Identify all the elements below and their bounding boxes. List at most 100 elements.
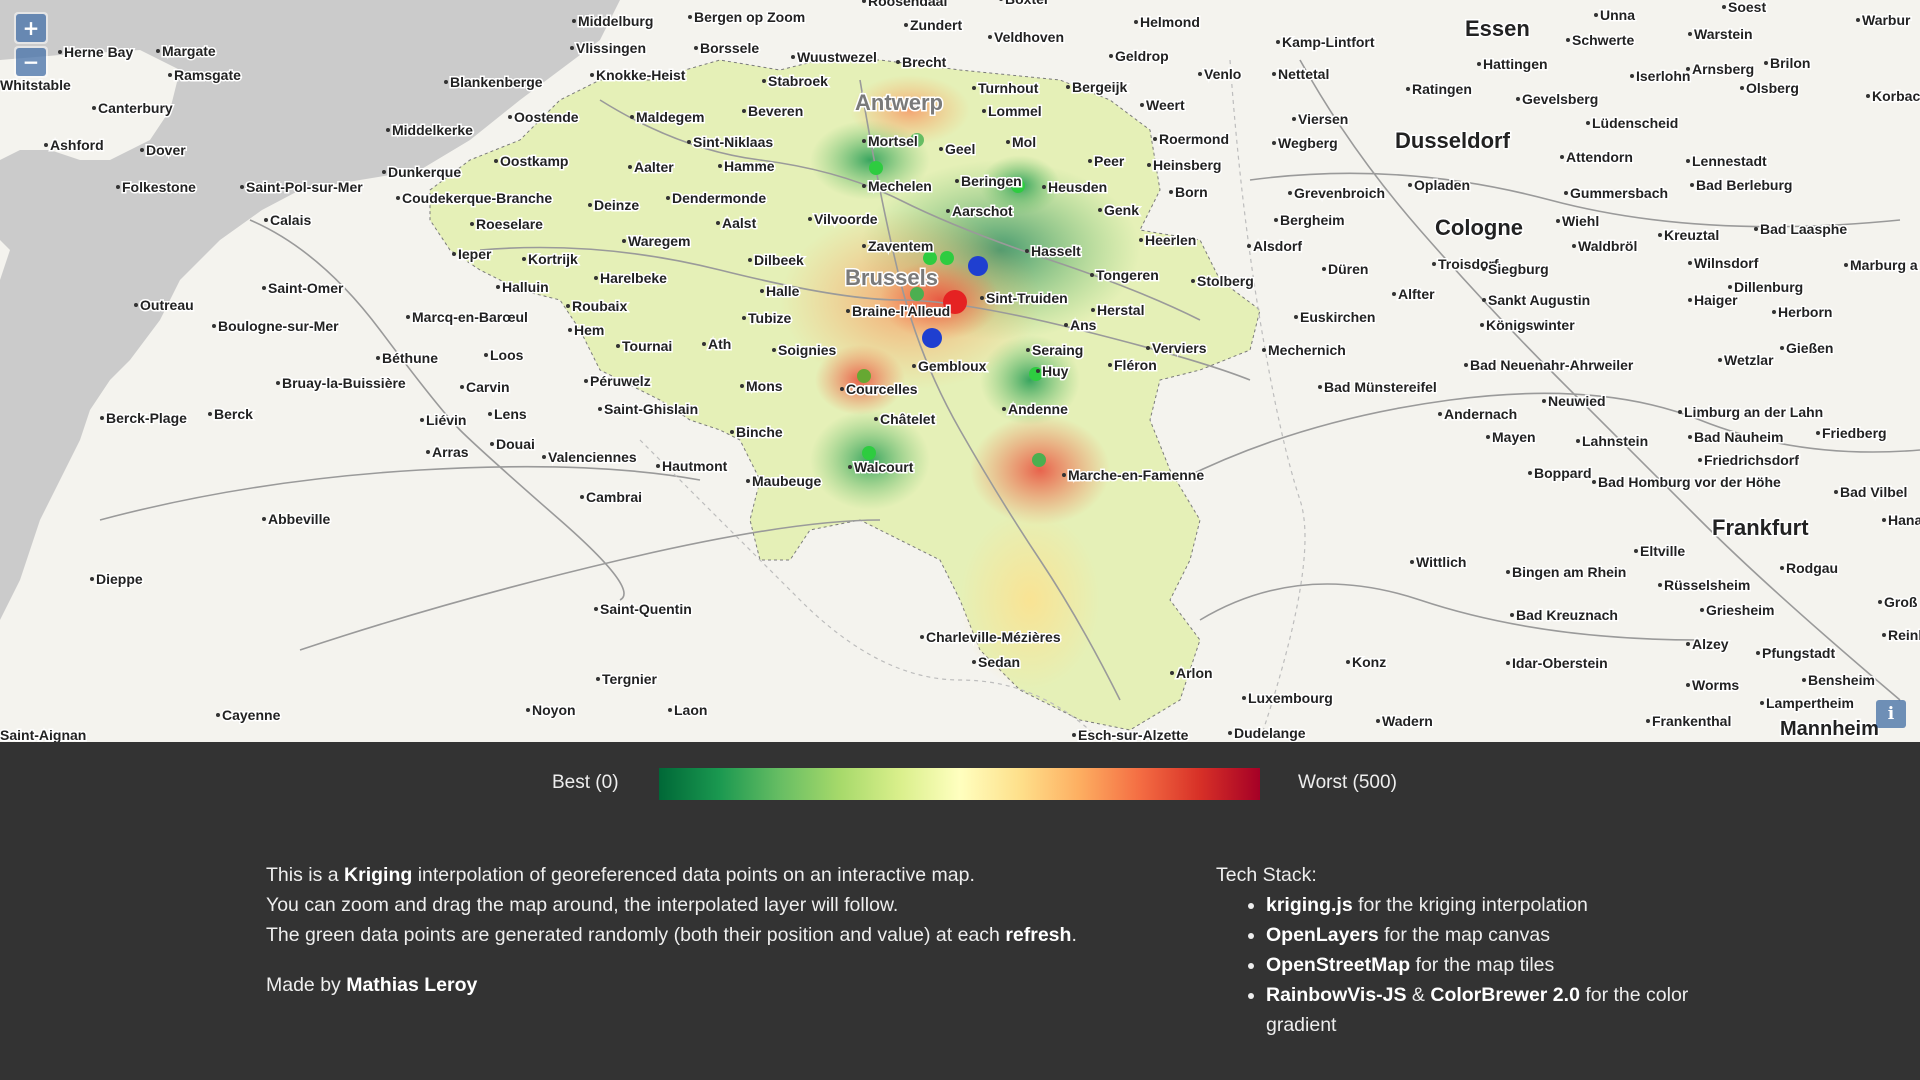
- city-dot: [1026, 348, 1030, 352]
- krigingjs-link[interactable]: kriging.js: [1266, 894, 1353, 916]
- openlayers-link[interactable]: OpenLayers: [1266, 924, 1379, 946]
- city-dot: [1090, 273, 1094, 277]
- city-dot: [694, 46, 698, 50]
- city-label: Roubaix: [572, 298, 627, 314]
- zoom-in-button[interactable]: +: [16, 14, 46, 42]
- city-label: Tergnier: [602, 671, 658, 687]
- city-dot: [1072, 733, 1076, 737]
- city-label: Borssele: [700, 40, 759, 56]
- city-dot: [444, 80, 448, 84]
- city-label: Andernach: [1444, 406, 1517, 422]
- city-dot: [382, 170, 386, 174]
- city-label: Saint-Ghislain: [604, 401, 698, 417]
- city-dot: [1816, 431, 1820, 435]
- city-dot: [572, 19, 576, 23]
- city-dot: [1140, 103, 1144, 107]
- city-label: Cayenne: [222, 707, 281, 723]
- city-dot: [716, 221, 720, 225]
- city-label: Sint-Niklaas: [693, 134, 773, 150]
- city-label: Whitstable: [0, 77, 71, 93]
- rainbowvis-link[interactable]: RainbowVis-JS: [1266, 984, 1407, 1006]
- city-dot: [1658, 233, 1662, 237]
- city-label: Pfungstadt: [1762, 645, 1835, 661]
- city-label: Sint-Truiden: [986, 290, 1068, 306]
- city-dot: [616, 344, 620, 348]
- kriging-link[interactable]: Kriging: [344, 864, 413, 886]
- zoom-out-control[interactable]: −: [14, 46, 48, 78]
- city-label: Alsdorf: [1253, 238, 1302, 254]
- city-label: Walcourt: [854, 459, 914, 475]
- city-label: Canterbury: [98, 100, 173, 116]
- city-dot: [846, 309, 850, 313]
- city-label: Dudelange: [1234, 725, 1306, 741]
- city-dot: [656, 464, 660, 468]
- city-dot: [772, 348, 776, 352]
- city-label: Groß: [1884, 594, 1918, 610]
- city-dot: [1572, 244, 1576, 248]
- city-label: Wegberg: [1278, 135, 1338, 151]
- city-label: Konz: [1352, 654, 1386, 670]
- attribution-info-button[interactable]: i: [1876, 700, 1906, 728]
- city-dot: [1688, 435, 1692, 439]
- city-label: Mons: [746, 378, 783, 394]
- city-label: Bad Berleburg: [1696, 177, 1792, 193]
- city-label: Saint-Aignan: [0, 727, 86, 742]
- city-dot: [988, 35, 992, 39]
- city-label: Heerlen: [1145, 232, 1196, 248]
- city-dot: [1510, 613, 1514, 617]
- city-label: Lens: [494, 406, 527, 422]
- city-dot: [1002, 407, 1006, 411]
- author-link[interactable]: Mathias Leroy: [346, 974, 478, 996]
- city-dot: [1294, 315, 1298, 319]
- city-dot: [630, 115, 634, 119]
- city-dot: [1198, 72, 1202, 76]
- city-dot: [791, 55, 795, 59]
- city-label: Soest: [1728, 0, 1766, 15]
- city-dot: [396, 196, 400, 200]
- city-label: Ashford: [50, 137, 104, 153]
- zoom-out-button[interactable]: −: [16, 48, 46, 76]
- city-label: Lommel: [988, 103, 1042, 119]
- city-label: Königswinter: [1486, 317, 1575, 333]
- city-label: Geel: [945, 141, 975, 157]
- colorbrewer-link[interactable]: ColorBrewer 2.0: [1430, 984, 1580, 1006]
- city-label: Bad Kreuznach: [1516, 607, 1618, 623]
- refresh-link[interactable]: refresh: [1005, 924, 1072, 946]
- city-dot: [1477, 62, 1481, 66]
- city-dot: [862, 184, 866, 188]
- city-dot: [1139, 238, 1143, 242]
- city-dot: [568, 328, 572, 332]
- city-label: Brussels: [845, 265, 938, 290]
- city-dot: [488, 412, 492, 416]
- city-label: Tubize: [748, 310, 792, 326]
- city-dot: [580, 495, 584, 499]
- city-dot: [1292, 117, 1296, 121]
- city-label: Middelburg: [578, 13, 653, 29]
- city-dot: [570, 46, 574, 50]
- city-dot: [1678, 410, 1682, 414]
- city-dot: [920, 635, 924, 639]
- openstreetmap-link[interactable]: OpenStreetMap: [1266, 954, 1411, 976]
- made-by-prefix: Made by: [266, 974, 347, 996]
- city-dot: [240, 185, 244, 189]
- city-label: Wadern: [1382, 713, 1433, 729]
- city-label: Wittlich: [1416, 554, 1466, 570]
- city-dot: [1146, 346, 1150, 350]
- city-label: Bergen op Zoom: [694, 9, 805, 25]
- city-label: Rüsselsheim: [1664, 577, 1750, 593]
- city-dot: [1091, 308, 1095, 312]
- city-dot: [688, 15, 692, 19]
- zoom-in-control[interactable]: +: [14, 12, 48, 44]
- city-label: Peer: [1094, 153, 1125, 169]
- city-dot: [508, 115, 512, 119]
- map-canvas[interactable]: Roosendaal Boxtel Unna Soest Middelburg Berge…: [0, 0, 1920, 742]
- city-dot: [1528, 471, 1532, 475]
- map-tiles[interactable]: [0, 0, 1920, 742]
- city-dot: [972, 86, 976, 90]
- city-dot: [522, 257, 526, 261]
- city-dot: [1170, 671, 1174, 675]
- city-label: Wuustwezel: [797, 49, 877, 65]
- city-dot: [1062, 473, 1066, 477]
- city-label: Brecht: [902, 54, 947, 70]
- city-dot: [216, 713, 220, 717]
